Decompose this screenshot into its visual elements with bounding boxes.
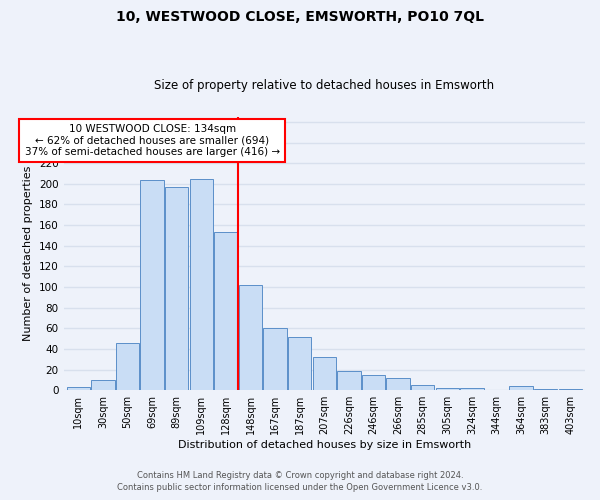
Bar <box>239 285 262 390</box>
Bar <box>140 180 164 390</box>
Text: Contains HM Land Registry data © Crown copyright and database right 2024.
Contai: Contains HM Land Registry data © Crown c… <box>118 471 482 492</box>
Bar <box>509 386 533 390</box>
Bar <box>362 374 385 390</box>
Bar <box>165 187 188 390</box>
Bar <box>436 388 459 390</box>
Bar <box>386 378 410 390</box>
Bar <box>534 389 557 390</box>
Text: 10, WESTWOOD CLOSE, EMSWORTH, PO10 7QL: 10, WESTWOOD CLOSE, EMSWORTH, PO10 7QL <box>116 10 484 24</box>
Bar <box>116 342 139 390</box>
Bar <box>91 380 115 390</box>
Title: Size of property relative to detached houses in Emsworth: Size of property relative to detached ho… <box>154 79 494 92</box>
Bar <box>288 336 311 390</box>
Bar <box>190 178 213 390</box>
Bar <box>67 387 90 390</box>
Bar <box>411 385 434 390</box>
Y-axis label: Number of detached properties: Number of detached properties <box>23 166 34 341</box>
Bar <box>214 232 238 390</box>
Bar <box>263 328 287 390</box>
Bar <box>559 389 582 390</box>
Text: 10 WESTWOOD CLOSE: 134sqm
← 62% of detached houses are smaller (694)
37% of semi: 10 WESTWOOD CLOSE: 134sqm ← 62% of detac… <box>25 124 280 157</box>
Bar <box>337 370 361 390</box>
X-axis label: Distribution of detached houses by size in Emsworth: Distribution of detached houses by size … <box>178 440 471 450</box>
Bar <box>460 388 484 390</box>
Bar <box>313 357 336 390</box>
